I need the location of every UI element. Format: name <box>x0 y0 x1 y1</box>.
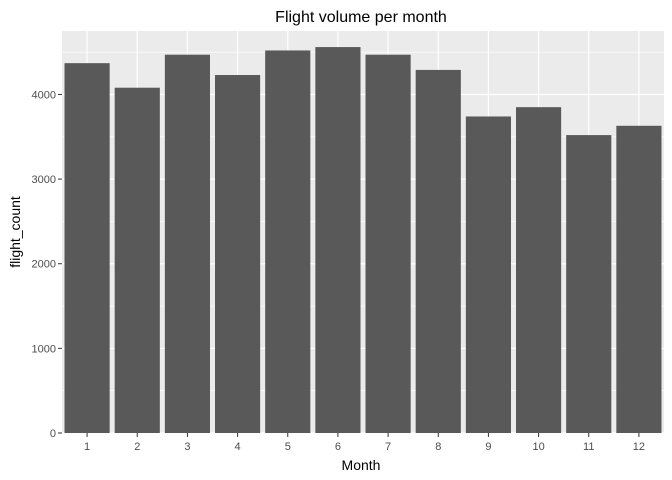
bar-month-4 <box>215 75 261 433</box>
y-tick-label: 2000 <box>32 259 56 271</box>
bar-month-3 <box>164 54 210 434</box>
x-tick-label: 10 <box>532 441 544 453</box>
bar-month-12 <box>616 125 662 434</box>
x-tick-label: 4 <box>235 441 241 453</box>
x-tick-label: 12 <box>633 441 645 453</box>
x-axis-title: Month <box>342 457 381 473</box>
plot-panel <box>62 31 664 433</box>
bar-month-7 <box>365 54 411 434</box>
x-tick-label: 3 <box>184 441 190 453</box>
x-tick-label: 5 <box>285 441 291 453</box>
bar-month-1 <box>64 63 110 433</box>
x-tick-label: 7 <box>385 441 391 453</box>
bar-month-9 <box>465 116 511 433</box>
y-tick-label: 3000 <box>32 174 56 186</box>
x-tick-label: 11 <box>583 441 594 453</box>
x-tick-label: 2 <box>134 441 140 453</box>
y-axis-title: flight_count <box>7 196 23 268</box>
bar-month-10 <box>516 107 562 433</box>
bar-month-5 <box>265 50 311 433</box>
chart-title: Flight volume per month <box>275 9 447 26</box>
x-tick-label: 8 <box>435 441 441 453</box>
y-axis: 0 1000 2000 3000 4000 <box>32 89 62 440</box>
x-tick-label: 9 <box>485 441 491 453</box>
x-tick-label: 6 <box>335 441 341 453</box>
y-tick-label: 1000 <box>32 343 56 355</box>
y-tick-label: 0 <box>50 428 56 440</box>
bar-month-8 <box>415 69 461 433</box>
bar-month-6 <box>315 47 361 433</box>
x-tick-label: 1 <box>84 441 90 453</box>
y-tick-label: 4000 <box>32 89 56 101</box>
bar-month-11 <box>566 135 612 433</box>
x-axis: 1 2 3 4 5 6 7 8 9 10 11 12 <box>84 433 645 453</box>
bar-month-2 <box>114 87 160 433</box>
bars <box>64 47 662 434</box>
